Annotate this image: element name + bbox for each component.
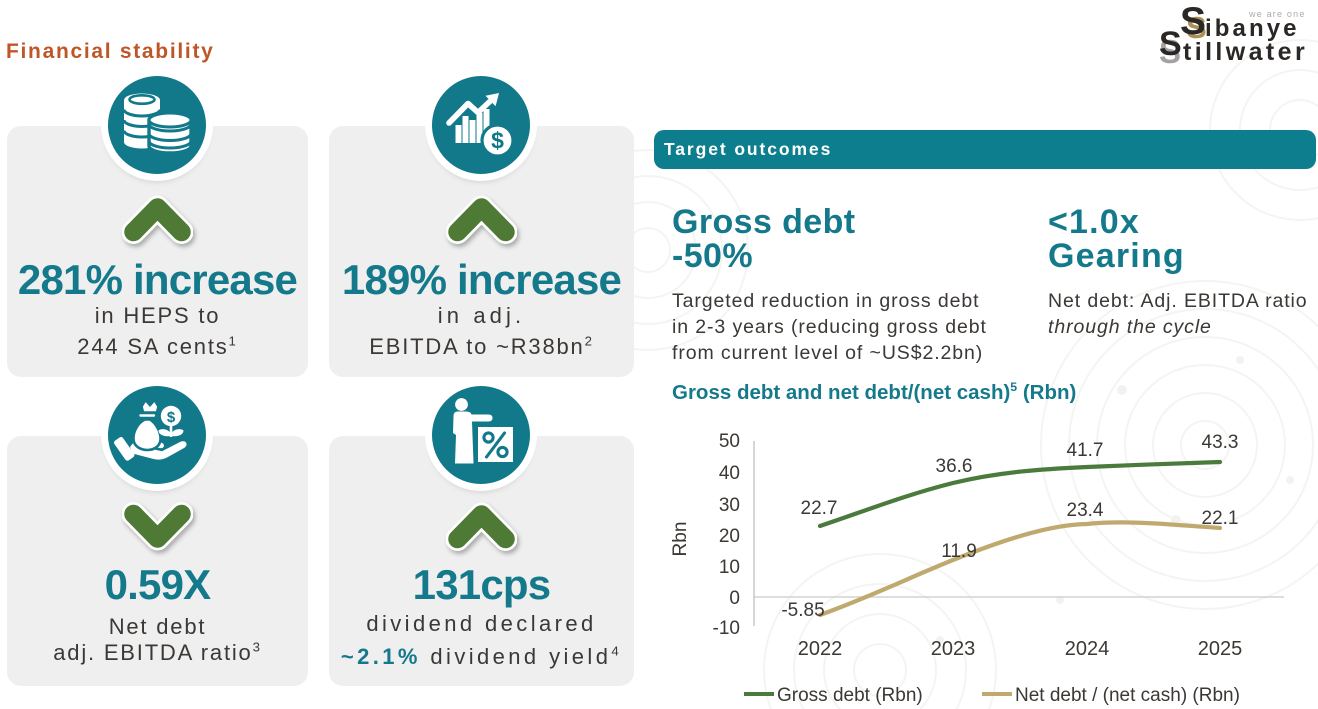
svg-text:$: $: [167, 409, 176, 426]
svg-text:20: 20: [719, 526, 740, 547]
svg-text:11.9: 11.9: [941, 541, 977, 562]
svg-text:$: $: [491, 128, 504, 154]
svg-text:Net debt / (net cash) (Rbn): Net debt / (net cash) (Rbn): [1015, 685, 1240, 706]
svg-text:Rbn: Rbn: [670, 522, 691, 557]
svg-text:-10: -10: [713, 618, 740, 639]
svg-text:23.4: 23.4: [1067, 500, 1104, 521]
svg-text:43.3: 43.3: [1202, 432, 1239, 453]
svg-text:41.7: 41.7: [1067, 440, 1104, 461]
svg-text:2023: 2023: [931, 638, 976, 660]
svg-text:10: 10: [719, 557, 740, 578]
svg-text:40: 40: [719, 463, 740, 484]
svg-text:0: 0: [729, 588, 740, 609]
svg-text:-5.85: -5.85: [781, 600, 824, 621]
svg-text:22.1: 22.1: [1202, 508, 1239, 529]
svg-text:50: 50: [719, 431, 740, 452]
svg-text:30: 30: [719, 495, 740, 516]
svg-text:2024: 2024: [1065, 638, 1110, 660]
svg-text:36.6: 36.6: [936, 456, 973, 477]
svg-text:Gross debt (Rbn): Gross debt (Rbn): [777, 685, 923, 706]
svg-text:22.7: 22.7: [801, 498, 838, 519]
svg-text:2025: 2025: [1198, 638, 1243, 660]
svg-text:2022: 2022: [798, 638, 843, 660]
